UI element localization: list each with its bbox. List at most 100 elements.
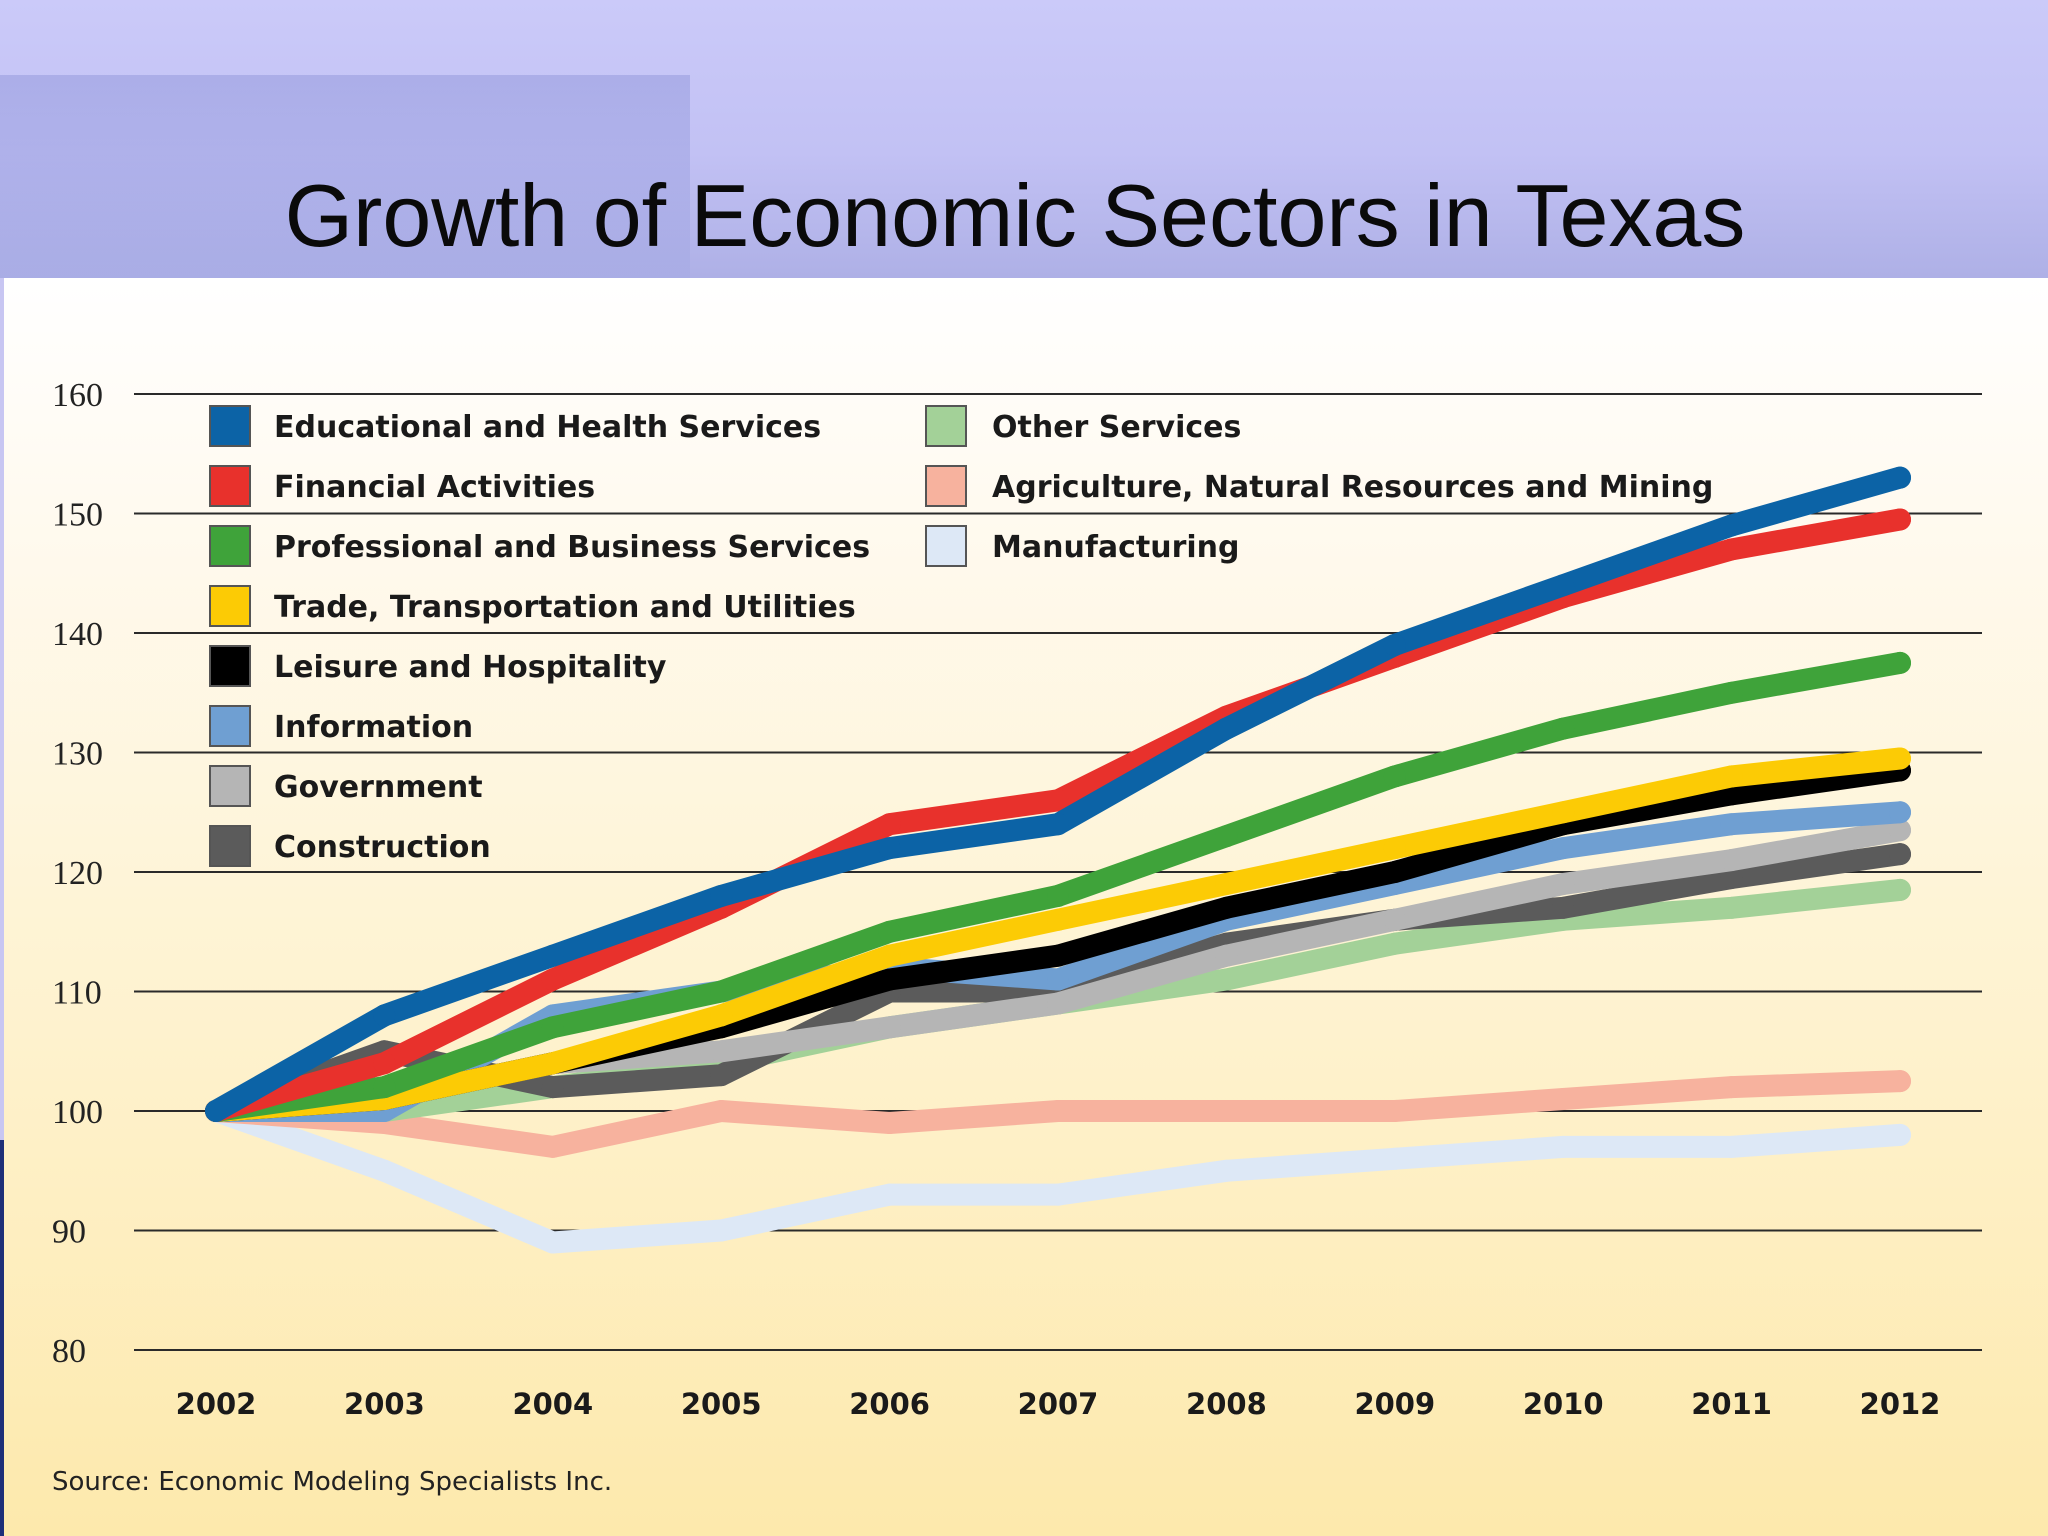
left-stripe: [0, 1140, 4, 1536]
data-point-agriculture-natural-resources-and-mining: [710, 1100, 733, 1122]
data-point-professional-and-business-services: [1383, 765, 1406, 788]
x-tick-label: 2010: [1523, 1387, 1604, 1421]
legend-label-information: Information: [274, 710, 473, 745]
chart-panel: 80 90 100 110 120 130 140 150 160 2002 2003 2004 20…: [4, 278, 2048, 1536]
data-point-manufacturing: [541, 1231, 564, 1254]
slide-title: Growth of Economic Sectors in Texas: [284, 166, 1746, 265]
data-point-manufacturing: [710, 1219, 733, 1242]
data-point-agriculture-natural-resources-and-mining: [541, 1135, 564, 1158]
x-tick-label: 2012: [1860, 1387, 1941, 1421]
data-point-educational-and-health-services: [541, 944, 564, 967]
legend-label-manufacturing: Manufacturing: [992, 530, 1240, 565]
x-tick-label: 2007: [1018, 1387, 1099, 1421]
legend-label-construction: Construction: [274, 830, 491, 865]
data-point-leisure-and-hospitality: [1720, 783, 1743, 806]
data-point-educational-and-health-services: [878, 837, 901, 860]
y-tick-label: 120: [52, 855, 103, 892]
data-point-trade-transportation-and-utilities: [878, 944, 901, 967]
data-point-educational-and-health-services: [1215, 717, 1238, 740]
data-point-government: [710, 1040, 733, 1063]
data-point-information: [1720, 813, 1743, 836]
data-point-other-services: [1889, 878, 1911, 901]
data-point-manufacturing: [373, 1159, 396, 1182]
slide-header: [0, 0, 2048, 278]
data-point-trade-transportation-and-utilities: [1383, 837, 1406, 860]
x-tick-label: 2004: [512, 1387, 593, 1421]
y-tick-label: 160: [52, 377, 103, 414]
legend-label-agriculture-natural-resources-and-mining: Agriculture, Natural Resources and Minin…: [992, 470, 1713, 505]
y-tick-label: 110: [52, 975, 102, 1012]
data-point-agriculture-natural-resources-and-mining: [1889, 1070, 1911, 1093]
x-axis-ticks: 2002 2003 2004 2005 2006 2007 2008 2009 2010 2011…: [176, 1387, 1941, 1421]
data-point-financial-activities: [1047, 789, 1069, 812]
data-point-information: [1047, 968, 1069, 991]
y-tick-label: 130: [52, 736, 103, 773]
legend-swatch-government: [209, 765, 251, 807]
y-tick-label: 80: [52, 1333, 86, 1370]
data-point-educational-and-health-services: [1889, 466, 1911, 489]
data-point-agriculture-natural-resources-and-mining: [1720, 1076, 1743, 1099]
legend-swatch-other-services: [925, 405, 967, 447]
data-point-manufacturing: [1889, 1123, 1911, 1146]
data-point-professional-and-business-services: [1215, 825, 1238, 848]
legend-label-trade-transportation-and-utilities: Trade, Transportation and Utilities: [274, 590, 856, 625]
y-tick-label: 100: [52, 1094, 103, 1131]
legend-swatch-manufacturing: [925, 525, 967, 567]
data-point-professional-and-business-services: [373, 1076, 396, 1099]
y-axis-ticks: 80 90 100 110 120 130 140 150 160: [52, 377, 103, 1370]
data-point-professional-and-business-services: [710, 980, 733, 1003]
x-tick-label: 2008: [1186, 1387, 1267, 1421]
data-point-information: [1889, 801, 1911, 824]
data-point-manufacturing: [1720, 1135, 1743, 1158]
data-point-trade-transportation-and-utilities: [1215, 872, 1238, 895]
data-point-government: [1047, 992, 1069, 1015]
legend-label-leisure-and-hospitality: Leisure and Hospitality: [274, 650, 667, 685]
legend: Educational and Health Services Financial…: [209, 405, 1713, 867]
data-point-professional-and-business-services: [1552, 717, 1575, 740]
data-point-educational-and-health-services: [1383, 633, 1406, 656]
data-point-manufacturing: [1552, 1135, 1575, 1158]
legend-label-educational-and-health-services: Educational and Health Services: [274, 410, 821, 445]
data-point-government: [1383, 908, 1406, 931]
data-point-government: [1552, 872, 1575, 895]
data-point-educational-and-health-services: [205, 1100, 227, 1122]
y-tick-label: 150: [52, 497, 103, 534]
data-point-government: [878, 1016, 901, 1039]
line-chart: 80 90 100 110 120 130 140 150 160 2002 2003 2004 20…: [52, 377, 1982, 1497]
data-point-professional-and-business-services: [1047, 884, 1069, 907]
data-point-professional-and-business-services: [1889, 651, 1911, 674]
data-point-information: [1552, 837, 1575, 860]
data-point-government: [1889, 819, 1911, 842]
x-tick-label: 2003: [344, 1387, 425, 1421]
data-point-agriculture-natural-resources-and-mining: [1215, 1100, 1238, 1122]
data-point-government: [1720, 849, 1743, 872]
data-point-other-services: [1720, 896, 1743, 919]
data-point-financial-activities: [541, 968, 564, 991]
legend-swatch-professional-and-business-services: [209, 525, 251, 567]
data-point-agriculture-natural-resources-and-mining: [1552, 1088, 1575, 1111]
legend-swatch-financial-activities: [209, 465, 251, 507]
data-point-leisure-and-hospitality: [1383, 861, 1406, 883]
x-tick-label: 2006: [849, 1387, 930, 1421]
data-point-trade-transportation-and-utilities: [541, 1052, 564, 1075]
data-point-construction: [541, 1076, 564, 1099]
data-point-manufacturing: [1215, 1159, 1238, 1182]
legend-swatch-leisure-and-hospitality: [209, 645, 251, 687]
data-point-financial-activities: [1720, 538, 1743, 561]
data-point-other-services: [1215, 968, 1238, 991]
data-point-professional-and-business-services: [541, 1016, 564, 1039]
data-point-trade-transportation-and-utilities: [1047, 908, 1069, 931]
data-point-manufacturing: [878, 1183, 901, 1206]
data-point-leisure-and-hospitality: [878, 968, 901, 991]
data-point-other-services: [1383, 932, 1406, 955]
data-point-agriculture-natural-resources-and-mining: [1383, 1100, 1406, 1122]
x-tick-label: 2009: [1354, 1387, 1435, 1421]
legend-swatch-trade-transportation-and-utilities: [209, 585, 251, 627]
data-point-construction: [1889, 843, 1911, 866]
x-tick-label: 2005: [681, 1387, 762, 1421]
y-tick-label: 140: [52, 616, 103, 653]
x-tick-label: 2002: [176, 1387, 257, 1421]
data-point-leisure-and-hospitality: [1215, 896, 1238, 919]
y-tick-label: 90: [52, 1214, 86, 1251]
data-point-trade-transportation-and-utilities: [1889, 747, 1911, 770]
